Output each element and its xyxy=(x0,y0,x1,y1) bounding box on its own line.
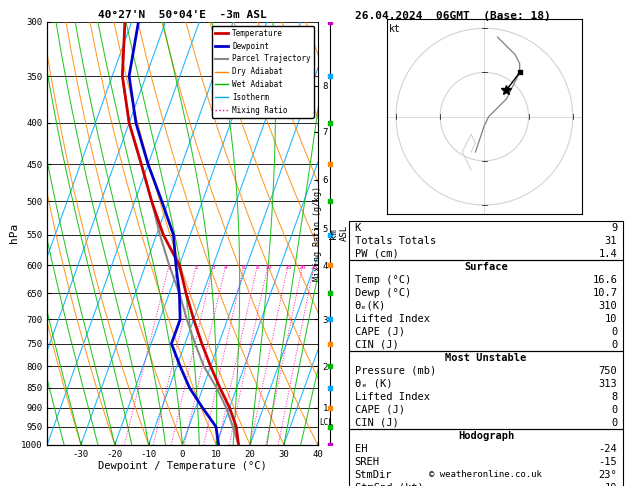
X-axis label: Dewpoint / Temperature (°C): Dewpoint / Temperature (°C) xyxy=(98,461,267,471)
Text: PW (cm): PW (cm) xyxy=(355,249,398,259)
Text: -24: -24 xyxy=(598,444,617,453)
Text: 16.6: 16.6 xyxy=(593,275,617,285)
Text: 1.4: 1.4 xyxy=(598,249,617,259)
Text: 310: 310 xyxy=(598,301,617,311)
Text: 10: 10 xyxy=(604,483,617,486)
Text: 26.04.2024  06GMT  (Base: 18): 26.04.2024 06GMT (Base: 18) xyxy=(355,11,551,21)
Text: 1: 1 xyxy=(167,265,171,270)
Text: 750: 750 xyxy=(598,365,617,376)
Text: CAPE (J): CAPE (J) xyxy=(355,405,404,415)
Text: -15: -15 xyxy=(598,457,617,467)
Text: Totals Totals: Totals Totals xyxy=(355,236,436,245)
Text: K: K xyxy=(355,223,361,233)
Text: Dewp (°C): Dewp (°C) xyxy=(355,288,411,297)
Text: EH: EH xyxy=(355,444,367,453)
Text: 0: 0 xyxy=(611,405,617,415)
Text: 313: 313 xyxy=(598,379,617,389)
Text: 10: 10 xyxy=(264,265,272,270)
Y-axis label: hPa: hPa xyxy=(9,223,19,243)
Bar xyxy=(349,351,623,429)
Text: Surface: Surface xyxy=(464,261,508,272)
Text: Most Unstable: Most Unstable xyxy=(445,353,526,363)
Text: CIN (J): CIN (J) xyxy=(355,417,398,428)
Text: Lifted Index: Lifted Index xyxy=(355,313,430,324)
Text: LCL: LCL xyxy=(320,418,333,428)
Text: Lifted Index: Lifted Index xyxy=(355,392,430,401)
Text: 4: 4 xyxy=(224,265,228,270)
Bar xyxy=(349,260,623,351)
Text: CAPE (J): CAPE (J) xyxy=(355,327,404,337)
Text: 31: 31 xyxy=(604,236,617,245)
Text: StmSpd (kt): StmSpd (kt) xyxy=(355,483,423,486)
Y-axis label: km
ASL: km ASL xyxy=(329,225,348,242)
Text: Mixing Ratio (g/kg): Mixing Ratio (g/kg) xyxy=(313,186,322,281)
Text: 0: 0 xyxy=(611,340,617,349)
Text: 25: 25 xyxy=(310,265,318,270)
Bar xyxy=(349,221,623,260)
Text: θₑ (K): θₑ (K) xyxy=(355,379,392,389)
Text: 0: 0 xyxy=(611,327,617,337)
Text: 8: 8 xyxy=(611,392,617,401)
Text: SREH: SREH xyxy=(355,457,379,467)
Text: 10.7: 10.7 xyxy=(593,288,617,297)
Text: 3: 3 xyxy=(211,265,215,270)
Text: 10: 10 xyxy=(604,313,617,324)
Text: CIN (J): CIN (J) xyxy=(355,340,398,349)
Text: kt: kt xyxy=(389,24,401,34)
Text: 15: 15 xyxy=(284,265,292,270)
Text: © weatheronline.co.uk: © weatheronline.co.uk xyxy=(430,469,542,479)
Text: Pressure (mb): Pressure (mb) xyxy=(355,365,436,376)
Text: Hodograph: Hodograph xyxy=(458,431,514,441)
Text: 6: 6 xyxy=(242,265,246,270)
Text: 8: 8 xyxy=(255,265,259,270)
Text: 2: 2 xyxy=(194,265,198,270)
Text: θₑ(K): θₑ(K) xyxy=(355,301,386,311)
Legend: Temperature, Dewpoint, Parcel Trajectory, Dry Adiabat, Wet Adiabat, Isotherm, Mi: Temperature, Dewpoint, Parcel Trajectory… xyxy=(211,26,314,118)
Text: Temp (°C): Temp (°C) xyxy=(355,275,411,285)
Text: 23°: 23° xyxy=(598,469,617,480)
Title: 40°27'N  50°04'E  -3m ASL: 40°27'N 50°04'E -3m ASL xyxy=(98,10,267,20)
Text: 0: 0 xyxy=(611,417,617,428)
Bar xyxy=(349,429,623,486)
Text: StmDir: StmDir xyxy=(355,469,392,480)
Text: 20: 20 xyxy=(299,265,306,270)
Text: 9: 9 xyxy=(611,223,617,233)
